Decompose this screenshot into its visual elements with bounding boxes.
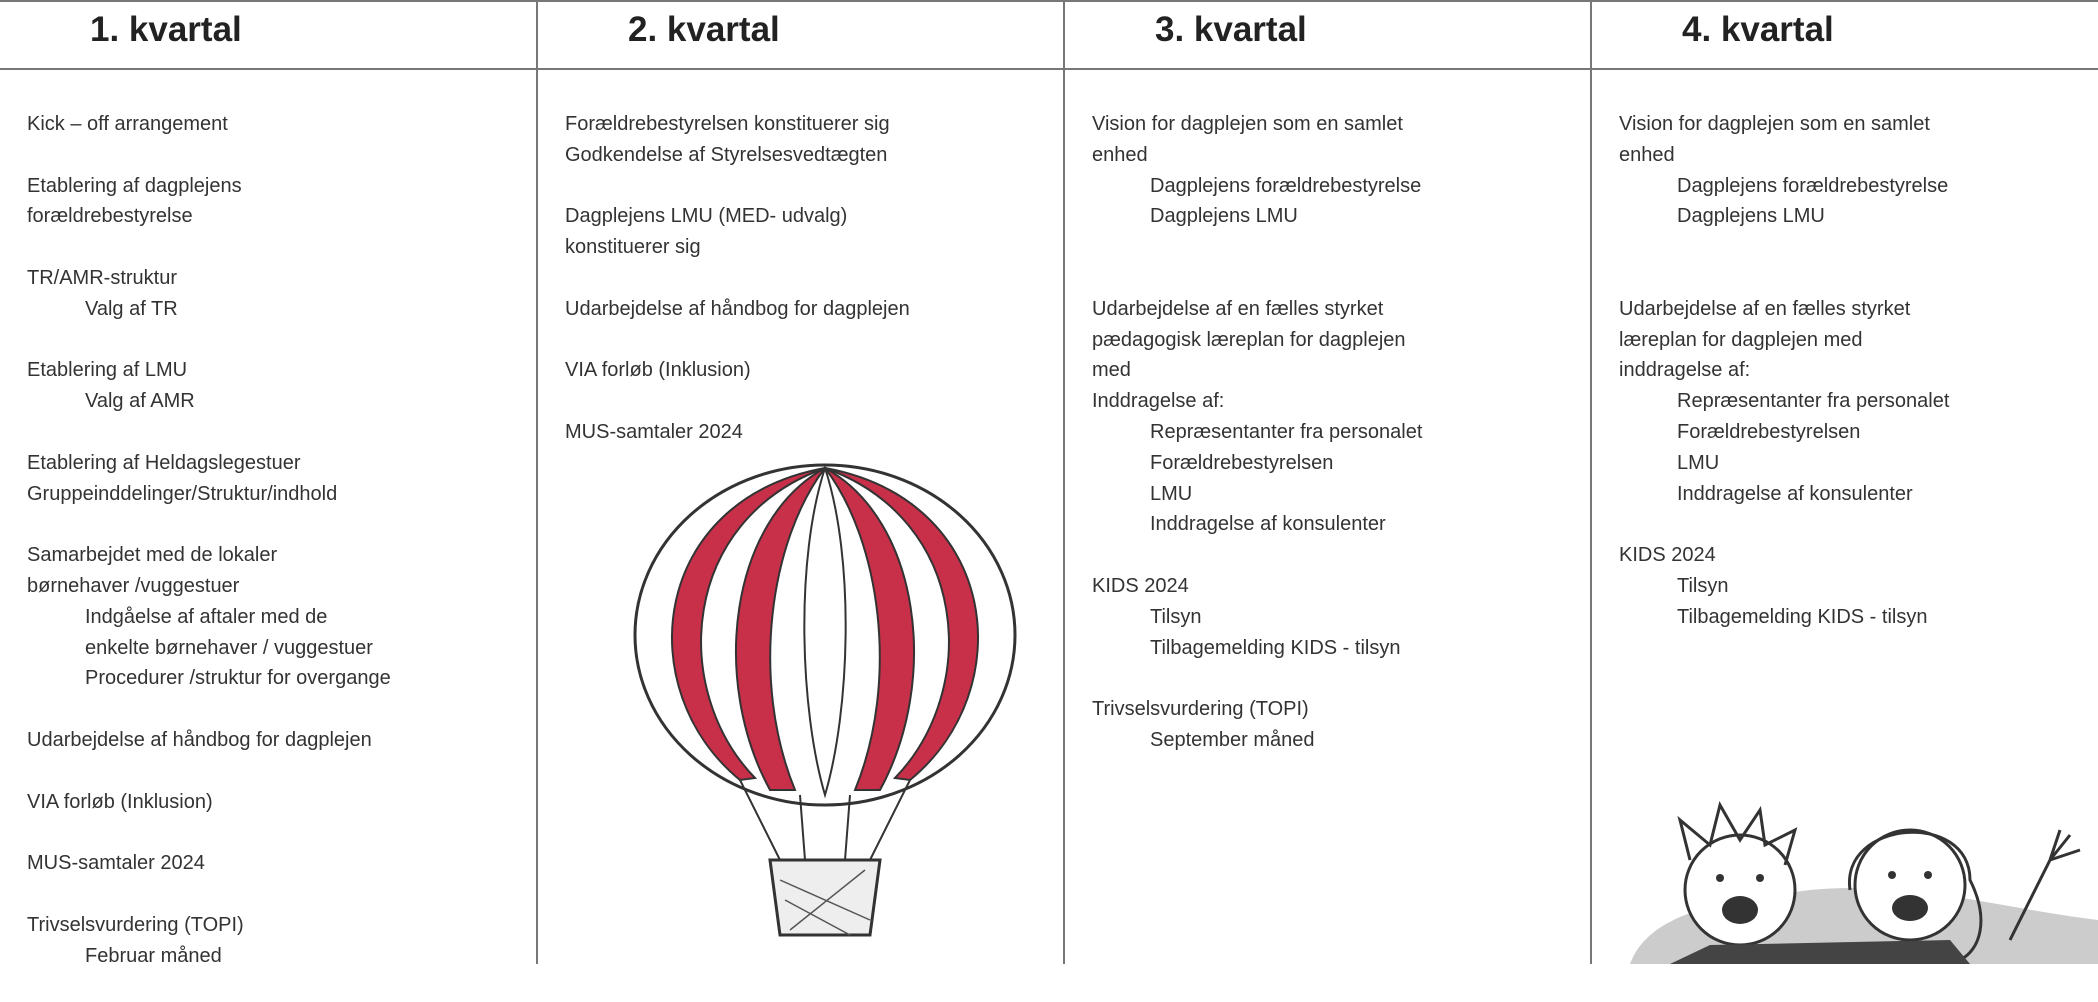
quarter-column: 2. kvartal Forældrebestyrelsen konstituer…	[538, 0, 1065, 964]
item-block: Etablering af LMU Valg af AMR	[27, 355, 536, 417]
item-line: enhed	[1619, 143, 1675, 166]
item-line: med	[1092, 359, 1131, 382]
item-block: Vision for dagplejen som en samlet enhed D…	[1092, 109, 1590, 232]
item-block: KIDS 2024 Tilsyn Tilbagemelding KIDS - til…	[1619, 540, 2098, 632]
item-line: Trivselsvurdering (TOPI)	[27, 913, 244, 936]
sub-item-line: Procedurer /struktur for overgange	[85, 667, 391, 690]
item-line: pædagogisk læreplan for dagplejen	[1092, 328, 1406, 351]
item-line: Dagplejens LMU (MED- udvalg)	[565, 205, 848, 228]
quarter-body: Forældrebestyrelsen konstituerer sig Godk…	[538, 0, 1063, 479]
item-block: Udarbejdelse af en fælles styrket lærepla…	[1619, 294, 2098, 510]
item-line: Samarbejdet med de lokaler	[27, 544, 278, 567]
item-block: Udarbejdelse af håndbog for dagplejen	[565, 294, 1063, 325]
item-block: VIA forløb (Inklusion)	[565, 355, 1063, 386]
item-block: Forældrebestyrelsen konstituerer sig Godk…	[565, 109, 1063, 171]
item-line: VIA forløb (Inklusion)	[27, 790, 213, 813]
item-line: Inddragelse af:	[1092, 390, 1225, 413]
sub-item-line: Repræsentanter fra personalet	[1677, 390, 1950, 413]
quarter-title: 1. kvartal	[0, 0, 536, 70]
item-block: Trivselsvurdering (TOPI) Februar måned	[27, 910, 536, 972]
sub-item-line: enkelte børnehaver / vuggestuer	[85, 636, 373, 659]
quarter-column: 3. kvartal Vision for dagplejen som en sa…	[1065, 0, 1592, 964]
quarter-body: Vision for dagplejen som en samlet enhed D…	[1065, 0, 1590, 787]
item-line: TR/AMR-struktur	[27, 266, 177, 289]
item-line: enhed	[1092, 143, 1148, 166]
sub-item-line: Dagplejens LMU	[1677, 205, 1825, 228]
item-block: Udarbejdelse af en fælles styrket pædagog…	[1092, 294, 1590, 540]
sub-item-line: Tilsyn	[1150, 605, 1202, 628]
item-block: Udarbejdelse af håndbog for dagplejen	[27, 725, 536, 756]
item-line: Etablering af dagplejens	[27, 174, 242, 197]
sub-item-line: LMU	[1677, 451, 1720, 474]
item-line: Udarbejdelse af håndbog for dagplejen	[565, 297, 910, 320]
sub-item-line: Valg af TR	[85, 297, 178, 320]
item-line: børnehaver /vuggestuer	[27, 574, 240, 597]
sub-item-line: Februar måned	[85, 944, 222, 967]
sub-item-line: Indgåelse af aftaler med de	[85, 605, 328, 628]
item-block: Etablering af dagplejens forældrebestyrel…	[27, 171, 536, 233]
item-block: Samarbejdet med de lokaler børnehaver /vu…	[27, 540, 536, 694]
item-line: læreplan for dagplejen med	[1619, 328, 1863, 351]
item-block: VIA forløb (Inklusion)	[27, 787, 536, 818]
sub-item-line: Tilsyn	[1677, 574, 1729, 597]
sub-item-line: Dagplejens forældrebestyrelse	[1677, 174, 1949, 197]
item-line: Vision for dagplejen som en samlet	[1619, 113, 1930, 135]
item-line: Udarbejdelse af en fælles styrket	[1092, 297, 1384, 320]
children-illustration	[1630, 801, 2098, 964]
quarter-column: 4. kvartal Vision for dagplejen som en sa…	[1592, 0, 2098, 964]
quarter-title: 2. kvartal	[538, 0, 1063, 70]
item-line: Udarbejdelse af en fælles styrket	[1619, 297, 1911, 320]
item-line: Forældrebestyrelsen konstituerer sig	[565, 113, 890, 135]
sub-item-line: Valg af AMR	[85, 390, 195, 413]
item-line: Etablering af LMU	[27, 359, 188, 382]
sub-item-line: Forældrebestyrelsen	[1150, 451, 1334, 474]
item-block: Dagplejens LMU (MED- udvalg) konstituerer…	[565, 201, 1063, 263]
item-block: Etablering af Heldagslegestuer Gruppeindd…	[27, 448, 536, 510]
sub-item-line: LMU	[1150, 482, 1193, 505]
item-line: Gruppeinddelinger/Struktur/indhold	[27, 482, 338, 505]
item-line: Etablering af Heldagslegestuer	[27, 451, 301, 474]
item-line: Vision for dagplejen som en samlet	[1092, 113, 1403, 135]
item-block: Kick – off arrangement	[27, 109, 536, 140]
page: 1. kvartal Kick – off arrangement Etableri…	[0, 0, 2098, 967]
sub-item-line: Inddragelse af konsulenter	[1150, 513, 1386, 536]
item-line: Kick – off arrangement	[27, 113, 228, 135]
sub-item-line: Forældrebestyrelsen	[1677, 420, 1861, 443]
item-line: konstituerer sig	[565, 236, 701, 259]
item-block: MUS-samtaler 2024	[565, 417, 1063, 448]
balloon-illustration	[633, 463, 1017, 937]
item-block: MUS-samtaler 2024	[27, 848, 536, 879]
sub-item-line: Dagplejens forældrebestyrelse	[1150, 174, 1422, 197]
quarter-body: Vision for dagplejen som en samlet enhed D…	[1592, 0, 2098, 663]
item-line: inddragelse af:	[1619, 359, 1751, 382]
quarter-title: 3. kvartal	[1065, 0, 1590, 70]
sub-item-line: Tilbagemelding KIDS - tilsyn	[1677, 605, 1928, 628]
sub-item-line: September måned	[1150, 728, 1315, 751]
item-line: KIDS 2024	[1619, 544, 1716, 567]
item-line: forældrebestyrelse	[27, 205, 193, 228]
quarter-body: Kick – off arrangement Etablering af dagp…	[0, 0, 536, 1002]
item-block: Trivselsvurdering (TOPI) September måned	[1092, 694, 1590, 756]
item-line: Godkendelse af Styrelsesvedtægten	[565, 143, 888, 166]
item-block: Vision for dagplejen som en samlet enhed D…	[1619, 109, 2098, 232]
item-line: MUS-samtaler 2024	[27, 852, 205, 875]
quarter-column: 1. kvartal Kick – off arrangement Etableri…	[0, 0, 538, 967]
item-line: Udarbejdelse af håndbog for dagplejen	[27, 728, 372, 751]
item-line: KIDS 2024	[1092, 574, 1189, 597]
item-block: KIDS 2024 Tilsyn Tilbagemelding KIDS - til…	[1092, 571, 1590, 663]
item-line: Trivselsvurdering (TOPI)	[1092, 698, 1309, 721]
sub-item-line: Tilbagemelding KIDS - tilsyn	[1150, 636, 1401, 659]
quarter-title: 4. kvartal	[1592, 0, 2098, 70]
sub-item-line: Dagplejens LMU	[1150, 205, 1298, 228]
sub-item-line: Repræsentanter fra personalet	[1150, 420, 1423, 443]
item-block: TR/AMR-struktur Valg af TR	[27, 263, 536, 325]
sub-item-line: Inddragelse af konsulenter	[1677, 482, 1913, 505]
item-line: VIA forløb (Inklusion)	[565, 359, 751, 382]
item-line: MUS-samtaler 2024	[565, 420, 743, 443]
